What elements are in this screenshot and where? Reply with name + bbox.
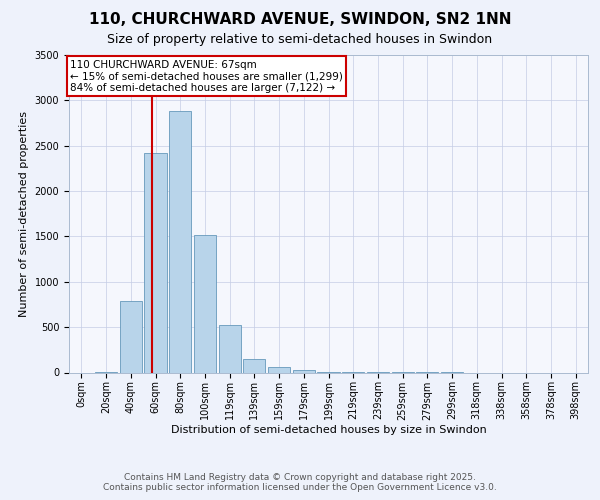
Bar	[243, 359, 265, 372]
Bar	[169, 111, 191, 372]
Text: Contains HM Land Registry data © Crown copyright and database right 2025.
Contai: Contains HM Land Registry data © Crown c…	[103, 473, 497, 492]
Text: 110 CHURCHWARD AVENUE: 67sqm
← 15% of semi-detached houses are smaller (1,299)
8: 110 CHURCHWARD AVENUE: 67sqm ← 15% of se…	[70, 60, 343, 92]
Bar	[194, 234, 216, 372]
Bar	[145, 153, 167, 372]
Text: Size of property relative to semi-detached houses in Swindon: Size of property relative to semi-detach…	[107, 32, 493, 46]
X-axis label: Distribution of semi-detached houses by size in Swindon: Distribution of semi-detached houses by …	[170, 425, 487, 435]
Bar	[268, 367, 290, 372]
Text: 110, CHURCHWARD AVENUE, SWINDON, SN2 1NN: 110, CHURCHWARD AVENUE, SWINDON, SN2 1NN	[89, 12, 511, 28]
Bar	[218, 326, 241, 372]
Bar	[293, 370, 315, 372]
Bar	[119, 301, 142, 372]
Y-axis label: Number of semi-detached properties: Number of semi-detached properties	[19, 111, 29, 317]
